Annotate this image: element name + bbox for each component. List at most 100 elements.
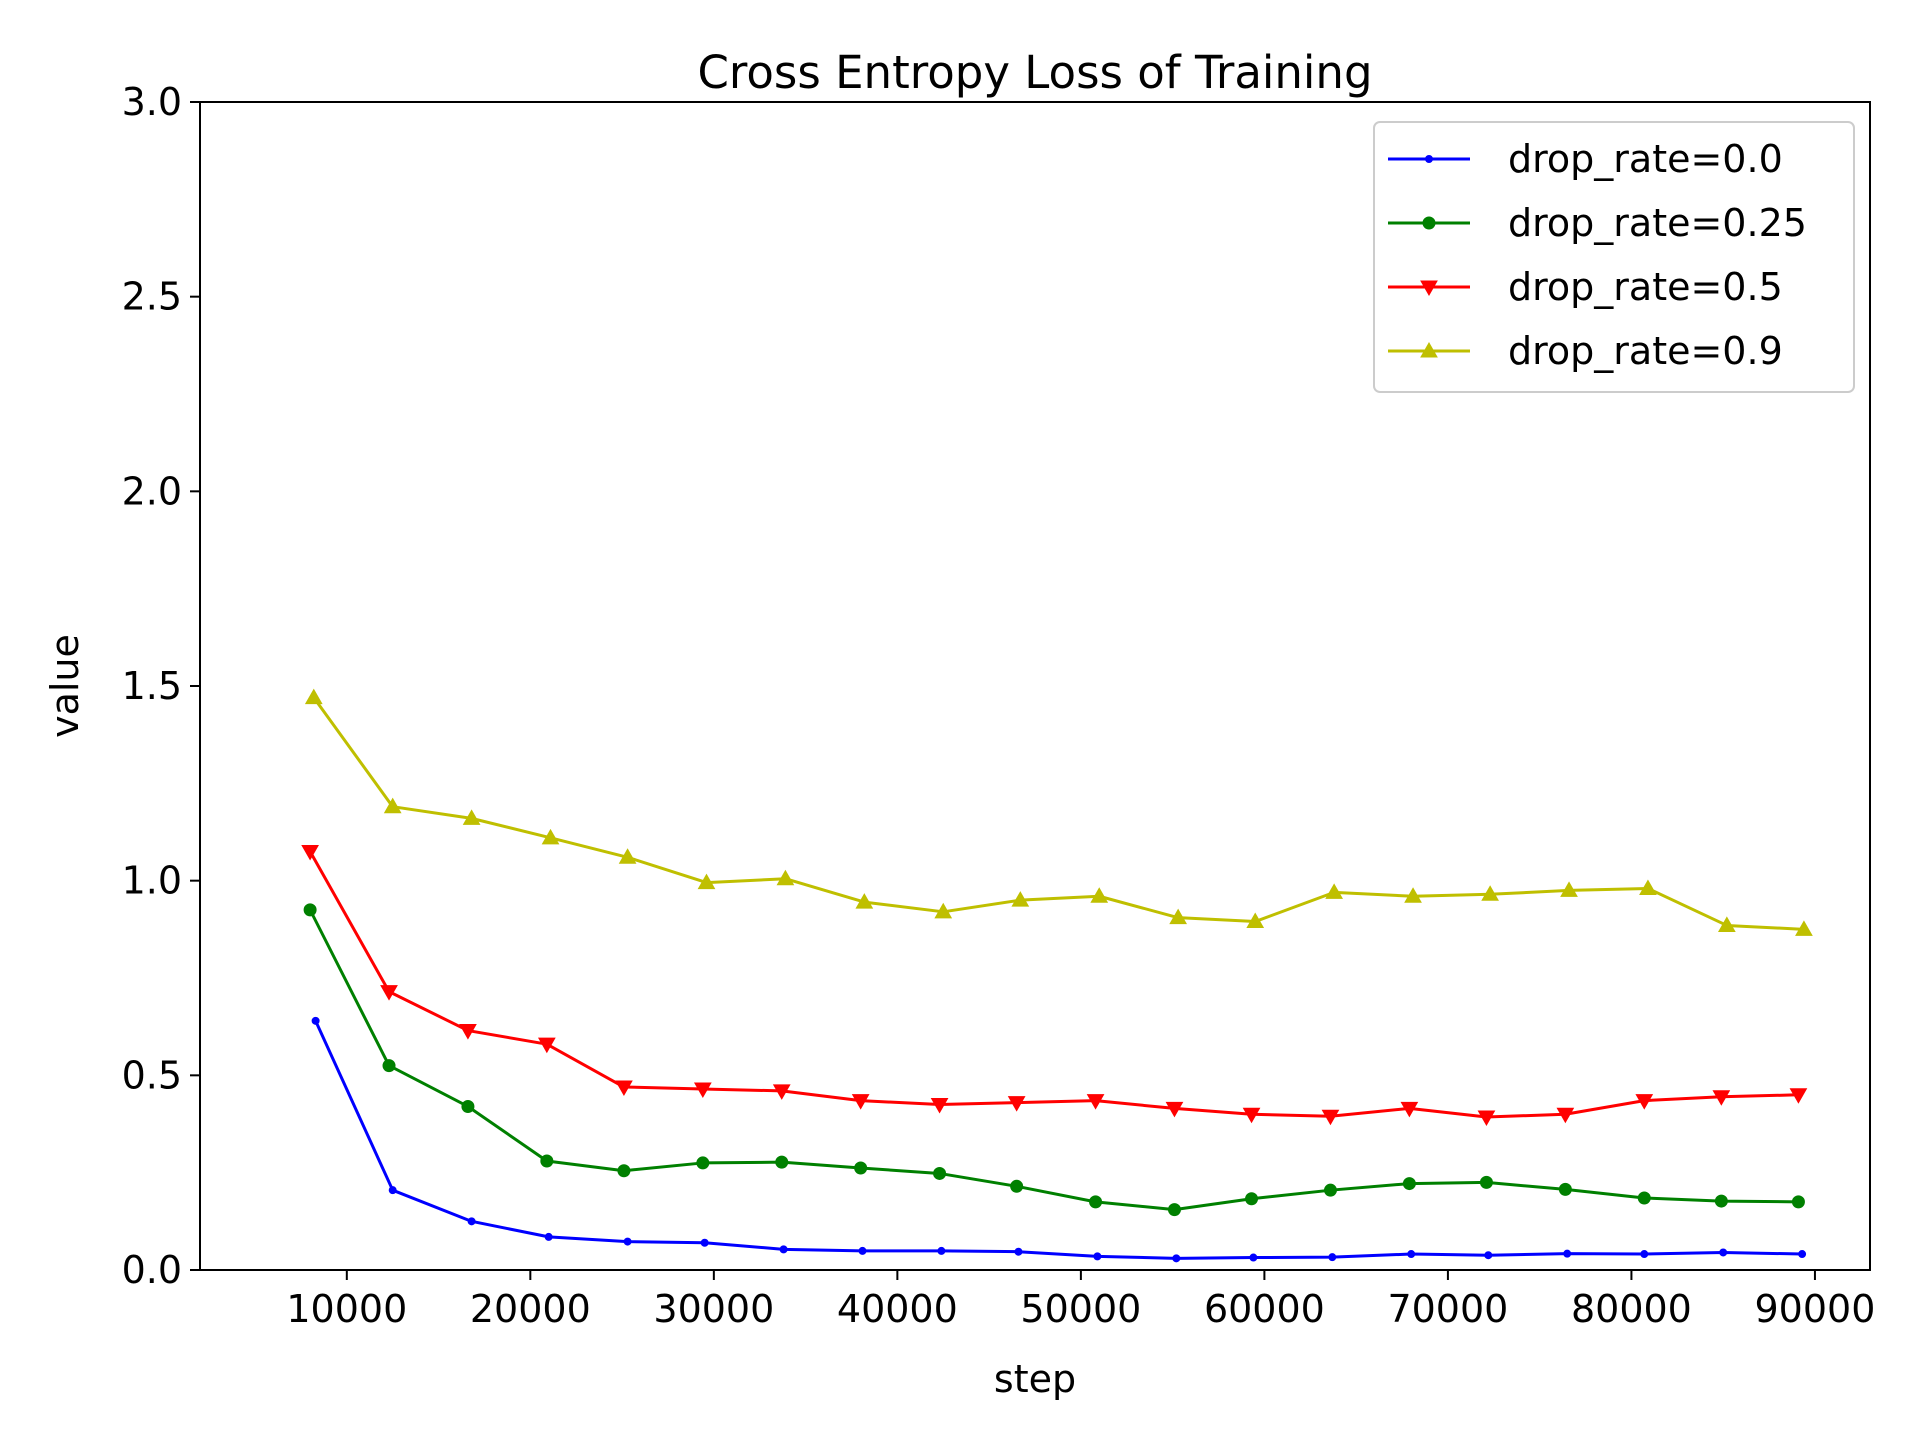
data-point: [1086, 1094, 1105, 1110]
data-point: [1558, 1182, 1572, 1196]
series-0: [311, 1016, 1807, 1263]
y-tick-label: 0.5: [122, 1053, 182, 1097]
y-tick-label: 1.5: [122, 664, 182, 708]
x-axis-label: step: [994, 1357, 1076, 1401]
data-point: [311, 1016, 320, 1025]
data-point: [776, 869, 795, 886]
data-point: [1795, 920, 1813, 936]
data-point: [1714, 1194, 1728, 1208]
data-point: [388, 1186, 397, 1195]
data-point: [461, 1099, 475, 1113]
data-point: [383, 797, 402, 814]
series-1: [303, 903, 1805, 1217]
data-point: [1323, 1183, 1337, 1197]
data-point: [1169, 908, 1188, 925]
data-point: [1481, 885, 1499, 901]
data-point: [772, 1084, 791, 1100]
data-point: [934, 902, 953, 919]
y-tick-label: 1.0: [122, 859, 182, 903]
data-point: [1639, 879, 1657, 895]
x-tick-label: 20000: [470, 1287, 591, 1331]
data-point: [1246, 912, 1265, 929]
y-tick-label: 0.0: [122, 1248, 182, 1292]
data-point: [615, 1080, 633, 1097]
series-line: [308, 850, 1799, 1119]
data-point: [462, 809, 481, 825]
x-tick-label: 70000: [1387, 1287, 1508, 1331]
y-tick-label: 2.0: [122, 469, 182, 513]
data-point: [303, 903, 317, 917]
chart-title: Cross Entropy Loss of Training: [697, 46, 1372, 99]
legend-marker: [1425, 155, 1433, 163]
data-point: [1717, 916, 1736, 932]
data-point: [623, 1237, 632, 1246]
data-point: [1556, 1107, 1575, 1124]
legend-item: drop_rate=0.9: [1388, 329, 1783, 373]
data-point: [544, 1232, 553, 1241]
data-point: [540, 1154, 554, 1168]
x-tick-label: 40000: [837, 1287, 958, 1331]
data-point: [1011, 891, 1030, 907]
data-point: [1010, 1179, 1024, 1193]
data-point: [1712, 1090, 1731, 1106]
data-point: [1789, 1088, 1808, 1104]
data-point: [933, 1166, 947, 1180]
data-point: [1484, 1251, 1493, 1260]
data-point: [1563, 1249, 1572, 1258]
series-3: [304, 688, 1813, 936]
data-point: [700, 1238, 709, 1247]
legend-label: drop_rate=0.25: [1508, 201, 1807, 245]
legend-item: drop_rate=0.25: [1388, 201, 1807, 245]
data-point: [1167, 1203, 1181, 1217]
data-point: [1245, 1192, 1259, 1206]
data-point: [1637, 1191, 1651, 1205]
legend-item: drop_rate=0.5: [1388, 265, 1783, 309]
x-tick-label: 60000: [1204, 1287, 1325, 1331]
data-point: [1635, 1094, 1654, 1110]
data-point: [693, 1082, 712, 1098]
data-point: [537, 1037, 556, 1054]
legend-label: drop_rate=0.9: [1508, 329, 1783, 373]
data-point: [382, 1059, 396, 1073]
data-point: [1404, 887, 1422, 903]
data-point: [380, 985, 398, 1001]
series-line: [312, 696, 1805, 931]
data-point: [1172, 1254, 1181, 1263]
data-point: [1014, 1247, 1023, 1256]
data-point: [1093, 1252, 1102, 1261]
x-tick-label: 90000: [1754, 1287, 1875, 1331]
data-point: [1249, 1253, 1258, 1262]
data-point: [775, 1155, 789, 1169]
legend: drop_rate=0.0 drop_rate=0.25 drop_rate=0.5…: [1373, 121, 1855, 393]
data-point: [697, 873, 716, 890]
data-point: [1477, 1110, 1496, 1126]
y-tick-label: 2.5: [122, 275, 182, 319]
data-point: [1407, 1250, 1416, 1259]
data-point: [1719, 1248, 1728, 1257]
data-point: [937, 1246, 946, 1255]
x-tick-label: 80000: [1571, 1287, 1692, 1331]
legend-item: drop_rate=0.0: [1388, 137, 1783, 181]
data-point: [930, 1098, 949, 1114]
series-2: [301, 844, 1808, 1126]
data-point: [858, 1246, 867, 1255]
data-point: [1640, 1250, 1649, 1259]
data-point: [1325, 883, 1343, 899]
y-tick-label: 3.0: [122, 80, 182, 124]
data-point: [467, 1217, 476, 1226]
data-point: [1798, 1250, 1807, 1259]
data-point: [1791, 1195, 1805, 1209]
data-point: [618, 848, 637, 864]
data-point: [779, 1245, 788, 1254]
data-point: [1165, 1101, 1184, 1118]
data-point: [696, 1156, 710, 1170]
x-tick-label: 30000: [653, 1287, 774, 1331]
legend-marker: [1420, 280, 1438, 297]
data-point: [851, 1094, 870, 1110]
data-point: [1007, 1096, 1026, 1112]
y-axis-label: value: [43, 634, 87, 738]
data-point: [617, 1164, 631, 1178]
series-line: [308, 909, 1799, 1212]
plot-area: [301, 688, 1813, 1263]
